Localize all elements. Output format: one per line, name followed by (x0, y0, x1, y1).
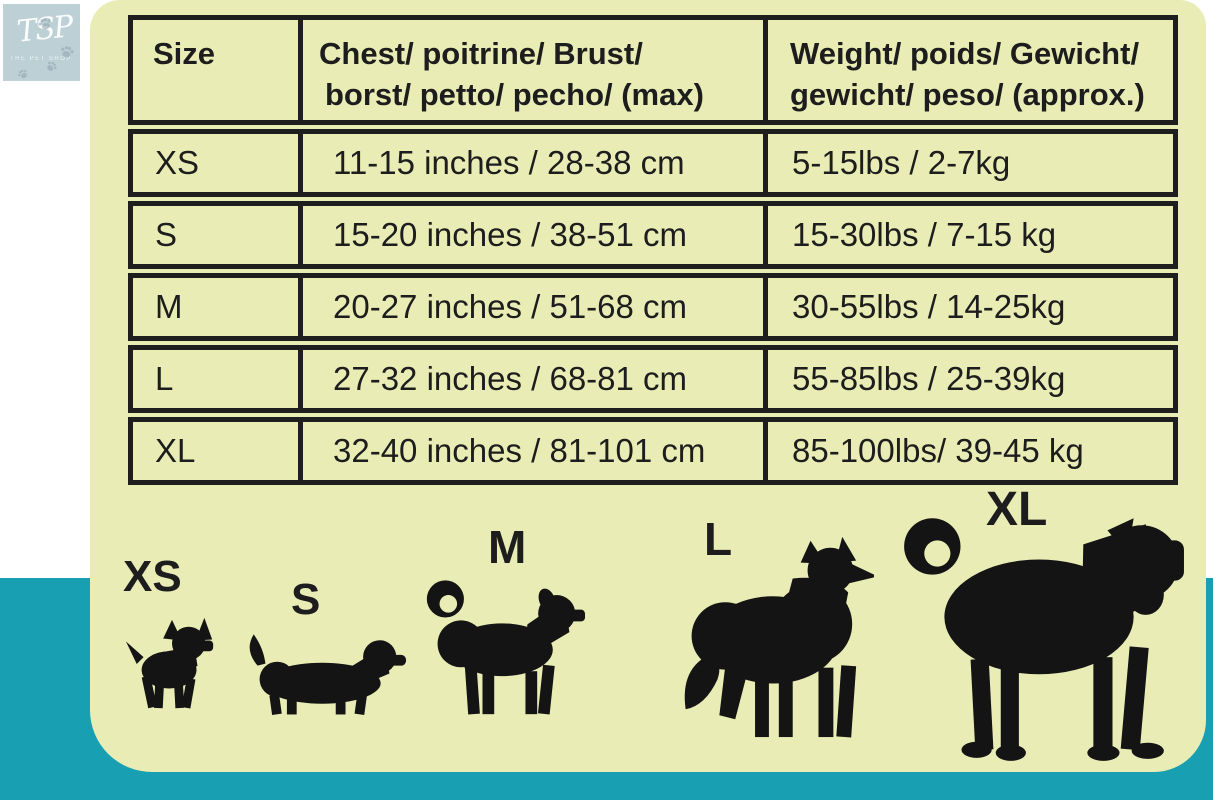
dog-size-label-l: L (704, 513, 733, 565)
header-chest-line1: Chest/ poitrine/ Brust/ (319, 36, 643, 71)
row-xl-size: XL (128, 417, 303, 485)
paw-print-icon (61, 46, 74, 58)
row-xs-size: XS (128, 129, 303, 197)
row-m-weight: 30-55lbs / 14-25kg (763, 273, 1178, 341)
paw-print-icon (47, 61, 57, 71)
row-l-weight: 55-85lbs / 25-39kg (763, 345, 1178, 413)
dog-silhouette-xs-icon (116, 614, 228, 712)
table-header-row: Size Chest/ poitrine/ Brust/ borst/ pett… (128, 15, 1178, 125)
row-m-chest: 20-27 inches / 51-68 cm (298, 273, 768, 341)
dog-size-label-xs: XS (123, 552, 182, 601)
dog-silhouette-m-icon (420, 558, 586, 718)
size-chart-card: Size Chest/ poitrine/ Brust/ borst/ pett… (90, 0, 1206, 772)
header-size-label: Size (153, 36, 216, 71)
table-row: M 20-27 inches / 51-68 cm 30-55lbs / 14-… (128, 273, 1178, 341)
header-size: Size (128, 15, 303, 125)
brand-logo: TSP THE PET SHOP (3, 4, 80, 81)
dog-size-label-s: S (291, 575, 321, 624)
row-s-chest: 15-20 inches / 38-51 cm (298, 201, 768, 269)
header-chest-line2: borst/ petto/ pecho/ (max) (325, 76, 704, 112)
dog-size-label-m: M (488, 521, 527, 573)
size-chart-table: Size Chest/ poitrine/ Brust/ borst/ pett… (128, 15, 1178, 489)
dog-silhouette-xl-icon (886, 496, 1188, 766)
row-l-chest: 27-32 inches / 68-81 cm (298, 345, 768, 413)
row-s-weight: 15-30lbs / 7-15 kg (763, 201, 1178, 269)
logo-caption: THE PET SHOP (10, 56, 72, 62)
table-row: XS 11-15 inches / 28-38 cm 5-15lbs / 2-7… (128, 129, 1178, 197)
paw-print-icon (18, 69, 27, 79)
row-xl-weight: 85-100lbs/ 39-45 kg (763, 417, 1178, 485)
header-weight-line2: gewicht/ peso/ (approx.) (790, 76, 1145, 112)
row-m-size: M (128, 273, 303, 341)
dog-silhouette-l-icon (646, 514, 874, 746)
row-xl-chest: 32-40 inches / 81-101 cm (298, 417, 768, 485)
header-weight-line1: Weight/ poids/ Gewicht/ (790, 36, 1140, 71)
row-xs-chest: 11-15 inches / 28-38 cm (298, 129, 768, 197)
header-chest: Chest/ poitrine/ Brust/ borst/ petto/ pe… (298, 15, 768, 125)
table-row: L 27-32 inches / 68-81 cm 55-85lbs / 25-… (128, 345, 1178, 413)
row-xs-weight: 5-15lbs / 2-7kg (763, 129, 1178, 197)
paw-print-icon (38, 18, 51, 30)
row-s-size: S (128, 201, 303, 269)
table-row: S 15-20 inches / 38-51 cm 15-30lbs / 7-1… (128, 201, 1178, 269)
row-l-size: L (128, 345, 303, 413)
dog-silhouette-s-icon (242, 624, 408, 718)
table-row: XL 32-40 inches / 81-101 cm 85-100lbs/ 3… (128, 417, 1178, 485)
dog-size-label-xl: XL (986, 483, 1048, 536)
header-weight: Weight/ poids/ Gewicht/ gewicht/ peso/ (… (763, 15, 1178, 125)
